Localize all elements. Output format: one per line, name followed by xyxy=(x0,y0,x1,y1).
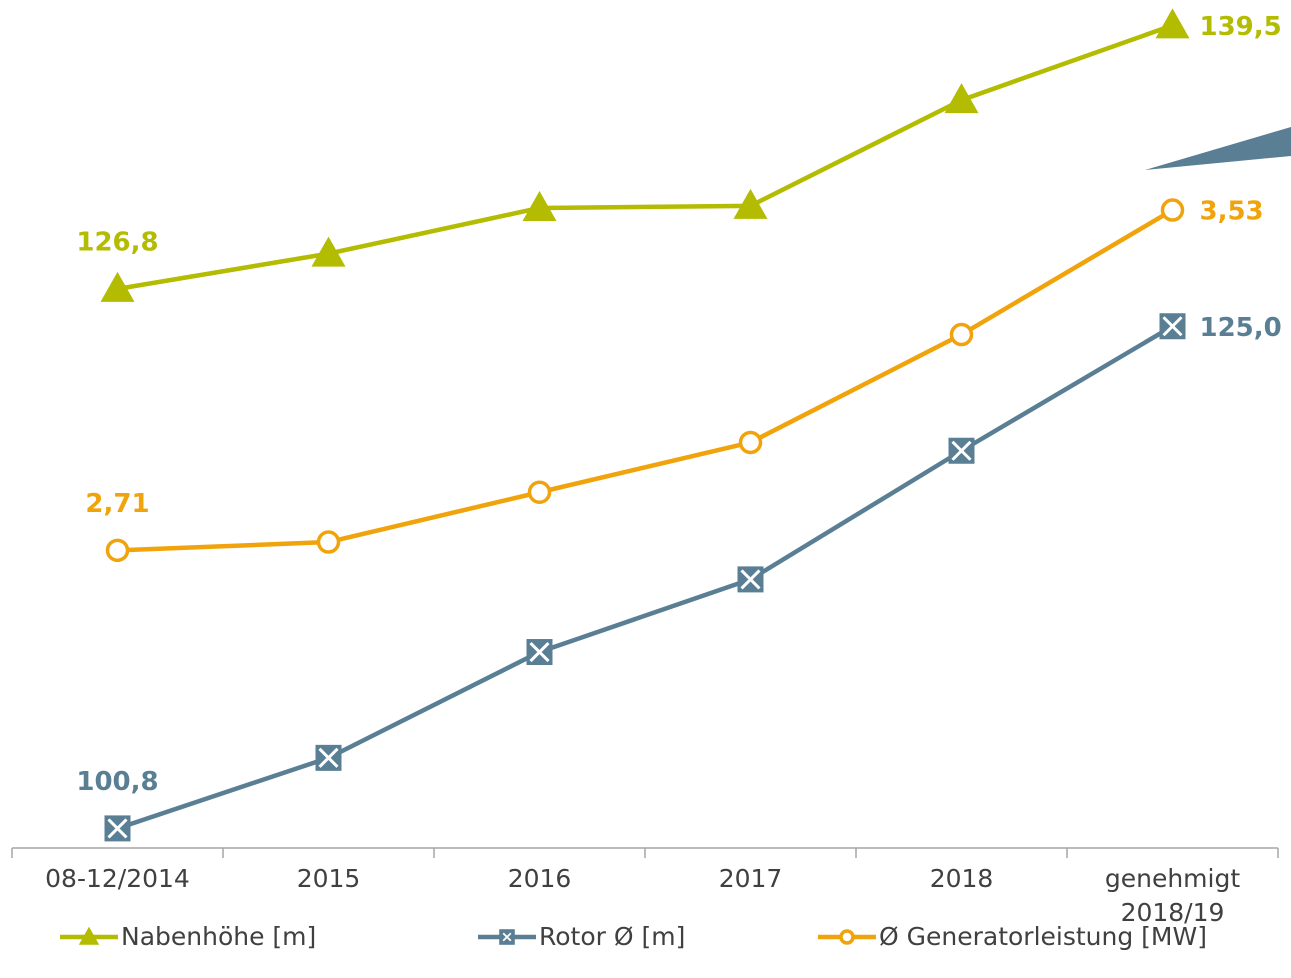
marker xyxy=(948,437,975,464)
marker xyxy=(944,83,979,114)
marker xyxy=(1155,8,1190,39)
marker xyxy=(839,929,855,945)
series-line xyxy=(116,324,1174,831)
arrow-decoration xyxy=(1145,127,1291,170)
x-tick-label: genehmigt 2018/19 xyxy=(1104,864,1241,927)
marker xyxy=(105,538,130,563)
x-tick-label: 2015 xyxy=(296,864,361,893)
legend-label: Rotor Ø [m] xyxy=(539,922,685,951)
series-line xyxy=(117,23,1174,292)
marker-cross xyxy=(107,818,128,839)
series-line xyxy=(117,208,1174,553)
data-label: 126,8 xyxy=(76,227,158,257)
x-tick-label: 2017 xyxy=(718,864,783,893)
marker xyxy=(100,271,135,302)
data-label: 2,71 xyxy=(85,489,149,519)
x-tick-label: 08-12/2014 xyxy=(45,864,190,893)
x-tick-label: 2016 xyxy=(507,864,572,893)
data-label: 139,5 xyxy=(1200,12,1282,42)
marker xyxy=(522,190,557,221)
marker xyxy=(738,430,763,455)
marker xyxy=(499,929,515,945)
marker xyxy=(1159,313,1186,340)
marker xyxy=(316,530,341,554)
marker xyxy=(1160,198,1185,222)
marker xyxy=(78,926,100,945)
marker-cross xyxy=(951,440,972,461)
data-label: 3,53 xyxy=(1200,197,1264,227)
data-label: 100,8 xyxy=(76,767,158,797)
marker xyxy=(733,188,768,219)
marker xyxy=(315,744,342,771)
legend-label: Ø Generatorleistung [MW] xyxy=(879,922,1207,951)
marker-cross xyxy=(318,747,339,768)
marker xyxy=(104,815,131,842)
marker-cross xyxy=(740,569,761,590)
x-tick-label: 2018 xyxy=(929,864,994,893)
marker xyxy=(737,566,764,593)
marker-cross xyxy=(502,932,512,942)
marker xyxy=(527,480,552,504)
legend-label: Nabenhöhe [m] xyxy=(121,922,316,951)
marker-cross xyxy=(529,641,550,663)
marker xyxy=(311,236,346,267)
marker-cross xyxy=(1162,316,1183,337)
marker xyxy=(526,639,553,666)
data-label: 125,0 xyxy=(1200,313,1282,343)
marker xyxy=(949,322,974,347)
